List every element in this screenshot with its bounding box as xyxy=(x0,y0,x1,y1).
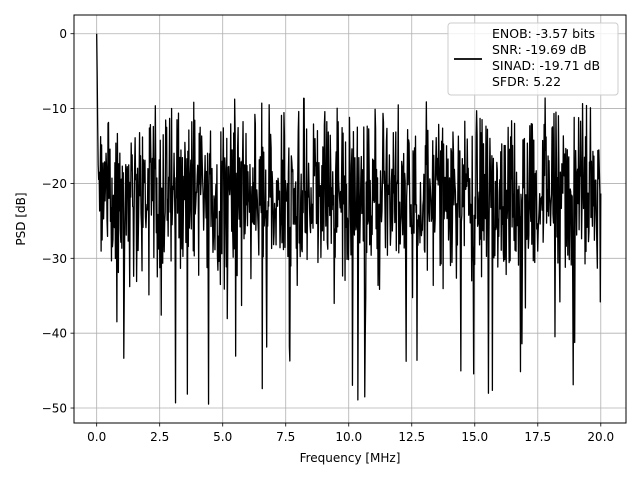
y-tick-label: −10 xyxy=(42,102,67,116)
legend-line-sinad: SINAD: -19.71 dB xyxy=(492,58,600,73)
x-tick-label: 0.0 xyxy=(87,430,106,444)
plot-frame xyxy=(73,14,627,424)
x-tick-label: 20.0 xyxy=(587,430,614,444)
y-tick-label: −40 xyxy=(42,327,67,341)
y-tick-label: 0 xyxy=(59,27,67,41)
legend-line-enob: ENOB: -3.57 bits xyxy=(492,26,595,41)
y-tick-label: −30 xyxy=(42,252,67,266)
x-tick-label: 15.0 xyxy=(461,430,488,444)
x-axis-label: Frequency [MHz] xyxy=(300,451,401,465)
x-tick-label: 7.5 xyxy=(276,430,295,444)
x-tick-label: 2.5 xyxy=(150,430,169,444)
x-tick-label: 10.0 xyxy=(335,430,362,444)
legend: ENOB: -3.57 bits SNR: -19.69 dB SINAD: -… xyxy=(447,22,619,96)
y-tick-label: −50 xyxy=(42,402,67,416)
y-axis: 0 −10 −20 −30 −40 −50 xyxy=(42,27,74,416)
x-tick-label: 5.0 xyxy=(213,430,232,444)
legend-box xyxy=(447,22,619,96)
legend-line-sfdr: SFDR: 5.22 xyxy=(492,74,561,89)
y-axis-label: PSD [dB] xyxy=(14,192,28,245)
x-axis: 0.0 2.5 5.0 7.5 10.0 12.5 15.0 17.5 20.0 xyxy=(87,423,614,444)
x-tick-label: 17.5 xyxy=(524,430,551,444)
x-tick-label: 12.5 xyxy=(398,430,425,444)
y-tick-label: −20 xyxy=(42,177,67,191)
legend-line-snr: SNR: -19.69 dB xyxy=(492,42,587,57)
psd-series-line xyxy=(96,33,602,405)
series-layer xyxy=(96,33,602,405)
